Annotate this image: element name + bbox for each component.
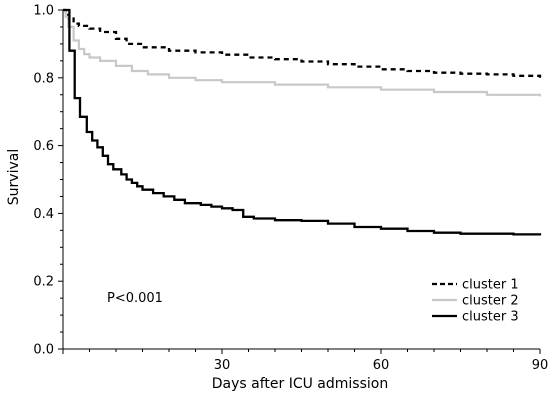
y-tick-label: 0.2 (33, 275, 54, 290)
y-axis-label: Survival (6, 149, 22, 205)
series-line-cluster-3 (63, 8, 542, 236)
x-axis-label: Days after ICU admission (212, 376, 388, 392)
series-line-cluster-1 (63, 8, 542, 78)
y-tick-label: 0.8 (33, 71, 54, 86)
p-value-annotation: P<0.001 (107, 291, 163, 306)
legend-label-cluster-2: cluster 2 (462, 294, 519, 309)
y-tick-label: 0.0 (33, 343, 54, 358)
series-layer (63, 8, 542, 236)
x-tick-label: 60 (373, 358, 390, 373)
legend-label-cluster-1: cluster 1 (462, 278, 519, 293)
x-tick-label: 30 (214, 358, 231, 373)
legend-label-cluster-3: cluster 3 (462, 310, 519, 325)
y-tick-label: 0.4 (33, 207, 54, 222)
x-tick-label: 90 (532, 358, 549, 373)
y-tick-label: 0.6 (33, 139, 54, 154)
y-tick-label: 1.0 (33, 4, 54, 19)
series-line-cluster-2 (63, 8, 542, 97)
ticks-layer: 0.0 0.2 0.4 0.6 0.8 1.0 30 60 90 (33, 4, 548, 374)
